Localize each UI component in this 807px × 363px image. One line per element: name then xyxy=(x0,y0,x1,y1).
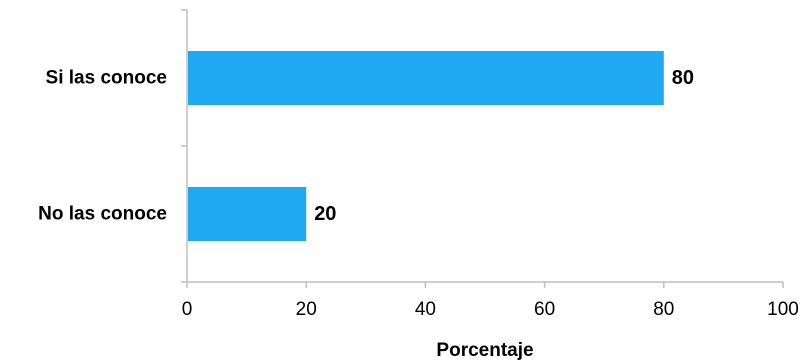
data-label: 20 xyxy=(314,203,336,225)
x-tick-label: 0 xyxy=(182,299,193,320)
category-labels: Si las conoce No las conoce xyxy=(38,68,167,225)
x-axis-ticks: 0 20 40 60 80 100 xyxy=(182,282,799,320)
x-tick-label: 40 xyxy=(415,299,436,320)
x-tick-label: 60 xyxy=(534,299,555,320)
bar xyxy=(188,187,307,241)
data-label: 80 xyxy=(672,67,694,89)
x-axis-title: Porcentaje xyxy=(436,340,533,361)
x-tick-label: 80 xyxy=(653,299,674,320)
bar xyxy=(188,51,664,105)
y-axis-ticks xyxy=(181,9,187,283)
x-tick-label: 20 xyxy=(296,299,317,320)
category-label: Si las conoce xyxy=(46,68,167,89)
bars xyxy=(188,51,664,241)
axes xyxy=(186,10,783,283)
x-tick-label: 100 xyxy=(767,299,799,320)
data-labels: 80 20 xyxy=(314,67,694,225)
category-label: No las conoce xyxy=(38,204,167,225)
